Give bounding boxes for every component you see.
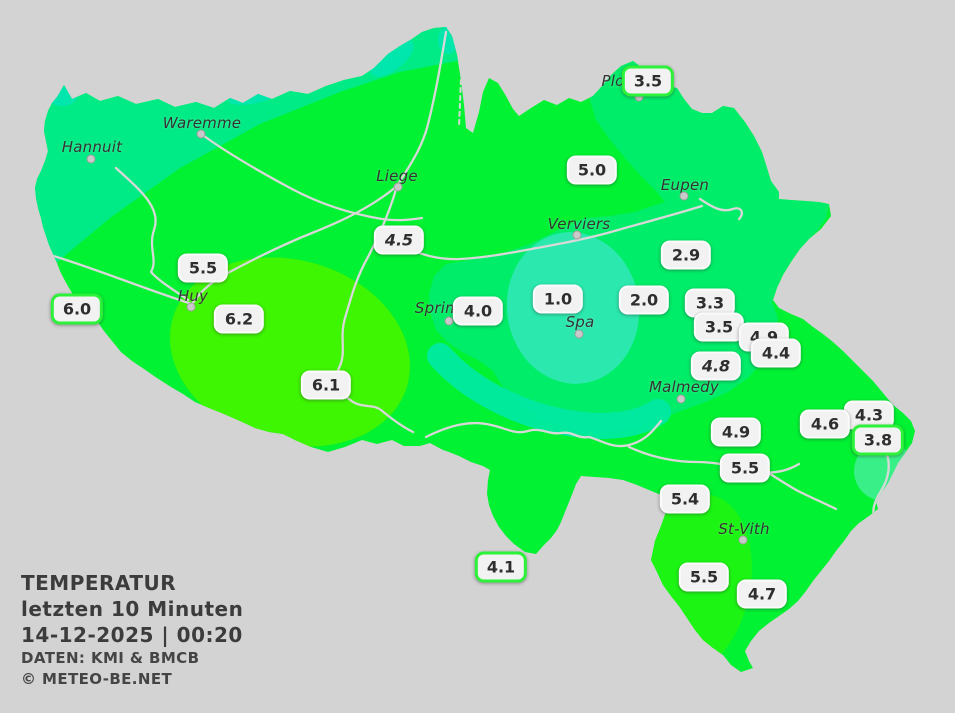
data-source: DATEN: KMI & BMCB	[21, 649, 200, 667]
river-mehaigne	[114, 166, 190, 302]
region-teal-crescent	[427, 343, 671, 439]
river-ambleve	[424, 419, 663, 448]
river-our	[872, 450, 890, 521]
river-meuse-north	[395, 30, 448, 188]
rivers	[35, 30, 890, 521]
river-vesdre	[402, 204, 704, 261]
map-subtitle: letzten 10 Minuten	[21, 597, 244, 621]
title-block: TEMPERATUR letzten 10 Minuten 14-12-2025…	[21, 570, 243, 690]
river-vesdre-upper	[698, 197, 743, 221]
map-title: TEMPERATUR	[21, 571, 177, 595]
river-geer	[202, 134, 424, 222]
copyright: © METEO-BE.NET	[21, 670, 173, 688]
river-ourthe	[335, 184, 415, 434]
map-datetime: 14-12-2025 | 00:20	[21, 623, 243, 647]
